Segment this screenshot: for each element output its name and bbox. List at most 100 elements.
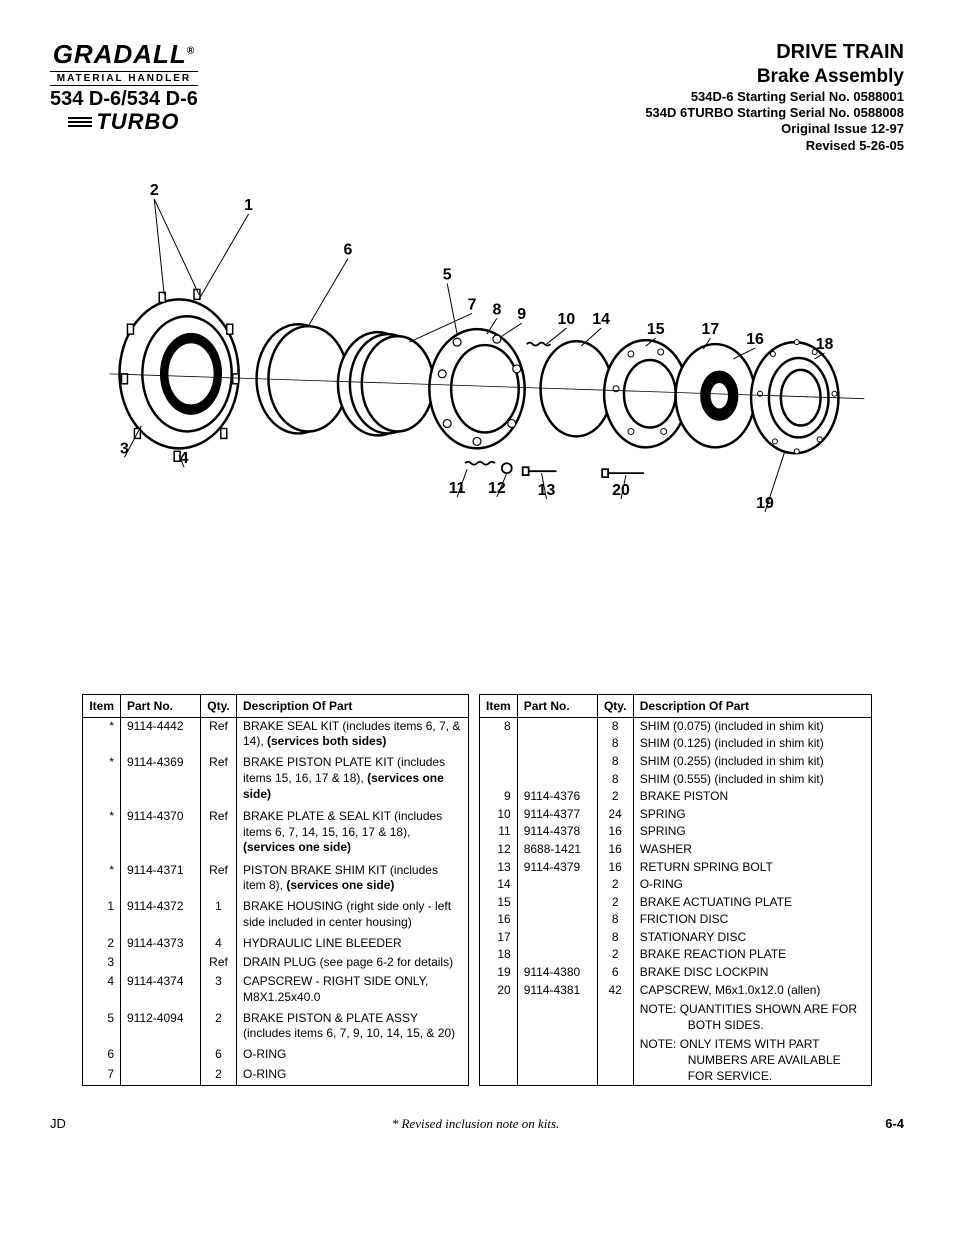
cell-qty: 6 xyxy=(201,1046,237,1065)
cell-part xyxy=(121,1046,201,1065)
cell-part xyxy=(517,946,597,964)
brand-text: GRADALL xyxy=(53,39,187,69)
diagram-callout: 18 xyxy=(816,336,834,353)
cell-item: 4 xyxy=(83,973,121,1010)
parts-table-right: Item Part No. Qty. Description Of Part 8… xyxy=(479,694,872,1086)
table-row: 109114-437724SPRING xyxy=(480,806,872,824)
registered-mark: ® xyxy=(187,45,195,56)
cell-qty: 8 xyxy=(597,753,633,771)
turbo-row: TURBO xyxy=(50,110,198,134)
diagram-callout: 17 xyxy=(702,321,720,338)
table-header-qty: Qty. xyxy=(597,694,633,717)
table-row: 8SHIM (0.555) (included in shim kit) xyxy=(480,771,872,789)
page-footer: JD * Revised inclusion note on kits. 6-4 xyxy=(50,1116,904,1132)
cell-item: 18 xyxy=(480,946,518,964)
cell-part xyxy=(121,1066,201,1086)
table-row: 88SHIM (0.075) (included in shim kit) xyxy=(480,717,872,735)
table-row: 199114-43806BRAKE DISC LOCKPIN xyxy=(480,964,872,982)
cell-part xyxy=(517,735,597,753)
turbo-text: TURBO xyxy=(96,110,179,134)
cell-part: 9114-4442 xyxy=(121,717,201,754)
cell-item: 16 xyxy=(480,911,518,929)
cell-part: 9114-4376 xyxy=(517,788,597,806)
table-row: 29114-43734HYDRAULIC LINE BLEEDER xyxy=(83,935,469,954)
parts-tables: Item Part No. Qty. Description Of Part *… xyxy=(50,694,904,1086)
table-row: 49114-43743CAPSCREW - RIGHT SIDE ONLY, M… xyxy=(83,973,469,1010)
cell-desc: NOTE: ONLY ITEMS WITH PART NUMBERS ARE A… xyxy=(633,1036,871,1085)
cell-desc: SHIM (0.075) (included in shim kit) xyxy=(633,717,871,735)
cell-qty: 6 xyxy=(597,964,633,982)
table-row: *9114-4371RefPISTON BRAKE SHIM KIT (incl… xyxy=(83,862,469,899)
cell-qty: 42 xyxy=(597,982,633,1000)
cell-desc: BRAKE REACTION PLATE xyxy=(633,946,871,964)
cell-item: 11 xyxy=(480,823,518,841)
table-row: 99114-43762BRAKE PISTON xyxy=(480,788,872,806)
table-row: 139114-437916RETURN SPRING BOLT xyxy=(480,859,872,877)
cell-item: 3 xyxy=(83,954,121,973)
model-number: 534 D-6/534 D-6 xyxy=(50,88,198,110)
cell-item: * xyxy=(83,754,121,808)
table-row: 168FRICTION DISC xyxy=(480,911,872,929)
cell-qty: 2 xyxy=(597,946,633,964)
cell-part: 9114-4378 xyxy=(517,823,597,841)
table-header-desc: Description Of Part xyxy=(633,694,871,717)
cell-qty: 8 xyxy=(597,911,633,929)
cell-item xyxy=(480,771,518,789)
cell-item: 2 xyxy=(83,935,121,954)
table-row: *9114-4370RefBRAKE PLATE & SEAL KIT (inc… xyxy=(83,808,469,862)
cell-part xyxy=(517,876,597,894)
cell-part: 9112-4094 xyxy=(121,1010,201,1047)
exploded-view-diagram: 1234567891011121314151617181920 xyxy=(50,174,904,534)
cell-qty: 3 xyxy=(201,973,237,1010)
page-number: 6-4 xyxy=(885,1116,904,1131)
serial-line-2: 534D 6TURBO Starting Serial No. 0588008 xyxy=(645,105,904,121)
cell-desc: BRAKE PISTON xyxy=(633,788,871,806)
table-row: 3RefDRAIN PLUG (see page 6-2 for details… xyxy=(83,954,469,973)
table-header-item: Item xyxy=(480,694,518,717)
table-row: NOTE: QUANTITIES SHOWN ARE FOR BOTH SIDE… xyxy=(480,1001,872,1034)
cell-qty: 1 xyxy=(201,898,237,935)
cell-part xyxy=(517,771,597,789)
cell-item: 6 xyxy=(83,1046,121,1065)
cell-part xyxy=(517,1001,597,1034)
cell-qty xyxy=(597,1001,633,1034)
cell-part xyxy=(517,1036,597,1085)
cell-qty: 2 xyxy=(201,1010,237,1047)
cell-desc: SPRING xyxy=(633,806,871,824)
cell-desc: BRAKE ACTUATING PLATE xyxy=(633,894,871,912)
cell-desc: SHIM (0.255) (included in shim kit) xyxy=(633,753,871,771)
cell-item: 1 xyxy=(83,898,121,935)
cell-item: 7 xyxy=(83,1066,121,1086)
cell-item: 5 xyxy=(83,1010,121,1047)
cell-item: 14 xyxy=(480,876,518,894)
cell-qty: 24 xyxy=(597,806,633,824)
cell-part: 8688-1421 xyxy=(517,841,597,859)
diagram-callout: 2 xyxy=(150,182,159,199)
cell-desc: HYDRAULIC LINE BLEEDER xyxy=(237,935,469,954)
cell-part xyxy=(517,894,597,912)
cell-part: 9114-4381 xyxy=(517,982,597,1000)
serial-line-1: 534D-6 Starting Serial No. 0588001 xyxy=(645,89,904,105)
cell-desc: O-RING xyxy=(237,1066,469,1086)
cell-item xyxy=(480,1001,518,1034)
cell-part: 9114-4373 xyxy=(121,935,201,954)
page-header: GRADALL® MATERIAL HANDLER 534 D-6/534 D-… xyxy=(50,40,904,154)
table-row: 8SHIM (0.255) (included in shim kit) xyxy=(480,753,872,771)
table-row: 66O-RING xyxy=(83,1046,469,1065)
cell-qty: 16 xyxy=(597,841,633,859)
table-row: *9114-4442RefBRAKE SEAL KIT (includes it… xyxy=(83,717,469,754)
diagram-callout: 11 xyxy=(449,480,466,497)
brand-name: GRADALL® xyxy=(50,40,198,69)
revised-date: Revised 5-26-05 xyxy=(645,138,904,154)
table-header-desc: Description Of Part xyxy=(237,694,469,717)
cell-qty: Ref xyxy=(201,862,237,899)
cell-item: 8 xyxy=(480,717,518,735)
cell-desc: BRAKE DISC LOCKPIN xyxy=(633,964,871,982)
cell-desc: BRAKE PISTON PLATE KIT (includes items 1… xyxy=(237,754,469,808)
cell-part xyxy=(121,954,201,973)
cell-part xyxy=(517,911,597,929)
cell-item: 12 xyxy=(480,841,518,859)
cell-part: 9114-4377 xyxy=(517,806,597,824)
cell-desc: PISTON BRAKE SHIM KIT (includes item 8),… xyxy=(237,862,469,899)
cell-item: * xyxy=(83,717,121,754)
